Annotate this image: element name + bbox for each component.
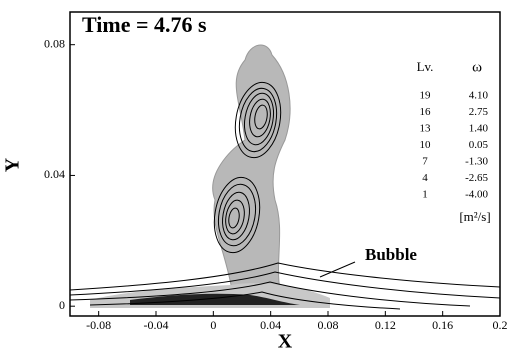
legend-value: 0.05 [469,139,489,151]
legend-value-header: ω [472,59,482,75]
x-tick-label: 0.08 [318,318,339,332]
y-tick-label: 0 [59,298,65,312]
legend-value: -4.00 [465,189,488,201]
legend-value: 4.10 [469,90,489,102]
legend-value: -1.30 [465,156,488,168]
y-tick-label: 0.08 [44,36,65,50]
legend-level: 13 [420,123,432,135]
legend-level-header: Lv. [417,59,434,74]
legend-level: 1 [422,189,428,201]
x-axis-label: X [278,331,293,353]
legend-level: 16 [420,106,432,118]
legend-unit: [m²/s] [459,209,490,224]
legend-value: 1.40 [469,123,489,135]
legend-value: 2.75 [469,106,489,118]
x-tick-label: -0.04 [144,318,169,332]
x-tick-label: -0.08 [86,318,111,332]
vorticity-field [90,45,330,308]
bubble-label: Bubble [365,245,417,264]
x-tick-label: 0.2 [493,318,508,332]
legend-level: 4 [422,172,428,184]
y-axis-label: Y [2,157,24,172]
x-tick-label: 0.16 [432,318,453,332]
x-tick-label: 0.12 [375,318,396,332]
legend-level: 19 [420,90,432,102]
x-tick-label: 0.04 [260,318,281,332]
legend-level: 10 [420,139,432,151]
legend-level: 7 [422,156,428,168]
time-label: Time = 4.76 s [82,12,207,37]
plot-frame [70,12,500,316]
chart: Time = 4.76 s Bubble X Y Lv. ω [m²/s] -0… [0,0,512,357]
x-tick-label: 0 [210,318,216,332]
y-tick-label: 0.04 [44,167,65,181]
legend-value: -2.65 [465,172,488,184]
